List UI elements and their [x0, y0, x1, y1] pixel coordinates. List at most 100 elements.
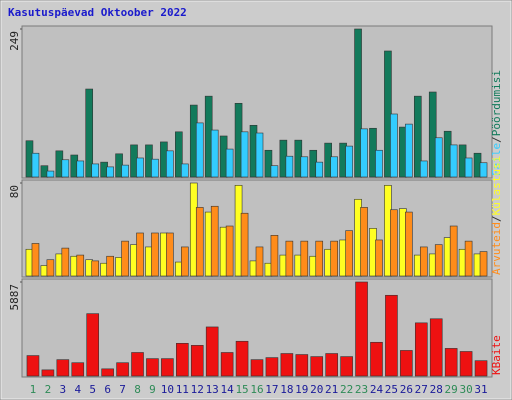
bar — [434, 244, 443, 277]
bar — [444, 348, 458, 377]
x-tick-label: 10 — [161, 383, 174, 396]
bar — [295, 354, 309, 377]
bar — [106, 255, 114, 277]
bar — [375, 239, 383, 277]
x-tick-label: 24 — [370, 383, 384, 396]
x-tick-label: 30 — [459, 383, 472, 396]
bar — [220, 352, 234, 377]
x-tick-label: 27 — [415, 383, 428, 396]
bar — [166, 232, 174, 277]
bar — [46, 170, 55, 178]
bar — [61, 159, 70, 178]
bar — [330, 156, 338, 178]
bar — [121, 164, 129, 178]
x-tick-label: 13 — [206, 383, 219, 396]
bar — [181, 163, 189, 178]
bar — [71, 362, 85, 377]
chart-title: Kasutuspäevad Oktoober 2022 — [8, 6, 187, 19]
bar — [26, 355, 40, 377]
bar — [414, 322, 428, 377]
bar — [459, 351, 473, 377]
y-tick-label: 80 — [8, 185, 21, 198]
bar — [195, 122, 204, 178]
x-tick-label: 22 — [340, 383, 353, 396]
bar — [479, 162, 488, 178]
bar — [419, 160, 428, 178]
bar — [121, 240, 129, 277]
bar — [285, 155, 294, 178]
x-tick-label: 25 — [385, 383, 398, 396]
bar — [136, 232, 144, 277]
legend-separator: / — [490, 215, 503, 222]
legend: Faile/Pöördumisi — [490, 70, 503, 176]
bar — [265, 357, 279, 377]
y-tick-label: 5887 — [8, 284, 21, 311]
x-tick-label: 7 — [119, 383, 126, 396]
bar — [270, 165, 279, 178]
bar — [429, 318, 443, 377]
x-tick-label: 28 — [430, 383, 443, 396]
x-tick-label: 8 — [134, 383, 141, 396]
bar — [413, 95, 422, 178]
bar — [474, 360, 488, 377]
bar — [300, 156, 309, 178]
y-tick-label: 249 — [8, 31, 21, 51]
bar — [310, 356, 324, 377]
bar — [345, 230, 353, 277]
bar — [360, 207, 368, 277]
bar — [330, 240, 338, 277]
bar — [136, 157, 144, 178]
bar — [131, 352, 144, 377]
x-tick-label: 11 — [176, 383, 189, 396]
bar — [195, 207, 204, 277]
bar — [370, 341, 383, 377]
bar — [449, 225, 458, 277]
bar — [61, 247, 70, 277]
x-tick-label: 12 — [191, 383, 204, 396]
bar — [325, 353, 338, 377]
x-tick-label: 29 — [445, 383, 458, 396]
x-tick-label: 6 — [104, 383, 111, 396]
x-tick-label: 21 — [325, 383, 338, 396]
x-tick-label: 14 — [221, 383, 235, 396]
x-tick-label: 1 — [30, 383, 37, 396]
legend-entry: Pöördumisi — [490, 70, 503, 136]
bar — [176, 342, 189, 377]
bar — [91, 260, 100, 277]
bar — [355, 281, 368, 377]
bar — [76, 160, 85, 178]
bar — [479, 251, 488, 277]
legend: Arvuteid/Külastusi — [490, 156, 503, 275]
x-tick-label: 17 — [265, 383, 278, 396]
x-tick-label: 31 — [474, 383, 487, 396]
bar — [86, 313, 100, 377]
bar — [31, 152, 40, 178]
legend-entry: Faile — [490, 143, 503, 176]
bar — [240, 131, 249, 178]
bar — [449, 144, 458, 178]
bar — [146, 358, 159, 377]
x-tick-label: 2 — [45, 383, 52, 396]
bar — [151, 232, 159, 277]
bar — [205, 326, 219, 377]
x-tick-label: 26 — [400, 383, 413, 396]
bar — [255, 132, 264, 178]
bar — [235, 340, 249, 377]
bar — [161, 358, 174, 377]
bar — [434, 137, 443, 178]
bar — [390, 113, 398, 178]
legend-separator: / — [490, 136, 503, 143]
bar — [85, 88, 94, 178]
bar — [181, 246, 189, 277]
bar — [225, 148, 234, 178]
bar — [419, 246, 428, 277]
legend-entry: Arvuteid — [490, 222, 503, 275]
x-tick-label: 9 — [149, 383, 156, 396]
bar — [264, 149, 273, 178]
bar — [464, 240, 473, 277]
bar — [405, 123, 413, 178]
x-tick-label: 20 — [310, 383, 323, 396]
x-tick-label: 15 — [235, 383, 248, 396]
